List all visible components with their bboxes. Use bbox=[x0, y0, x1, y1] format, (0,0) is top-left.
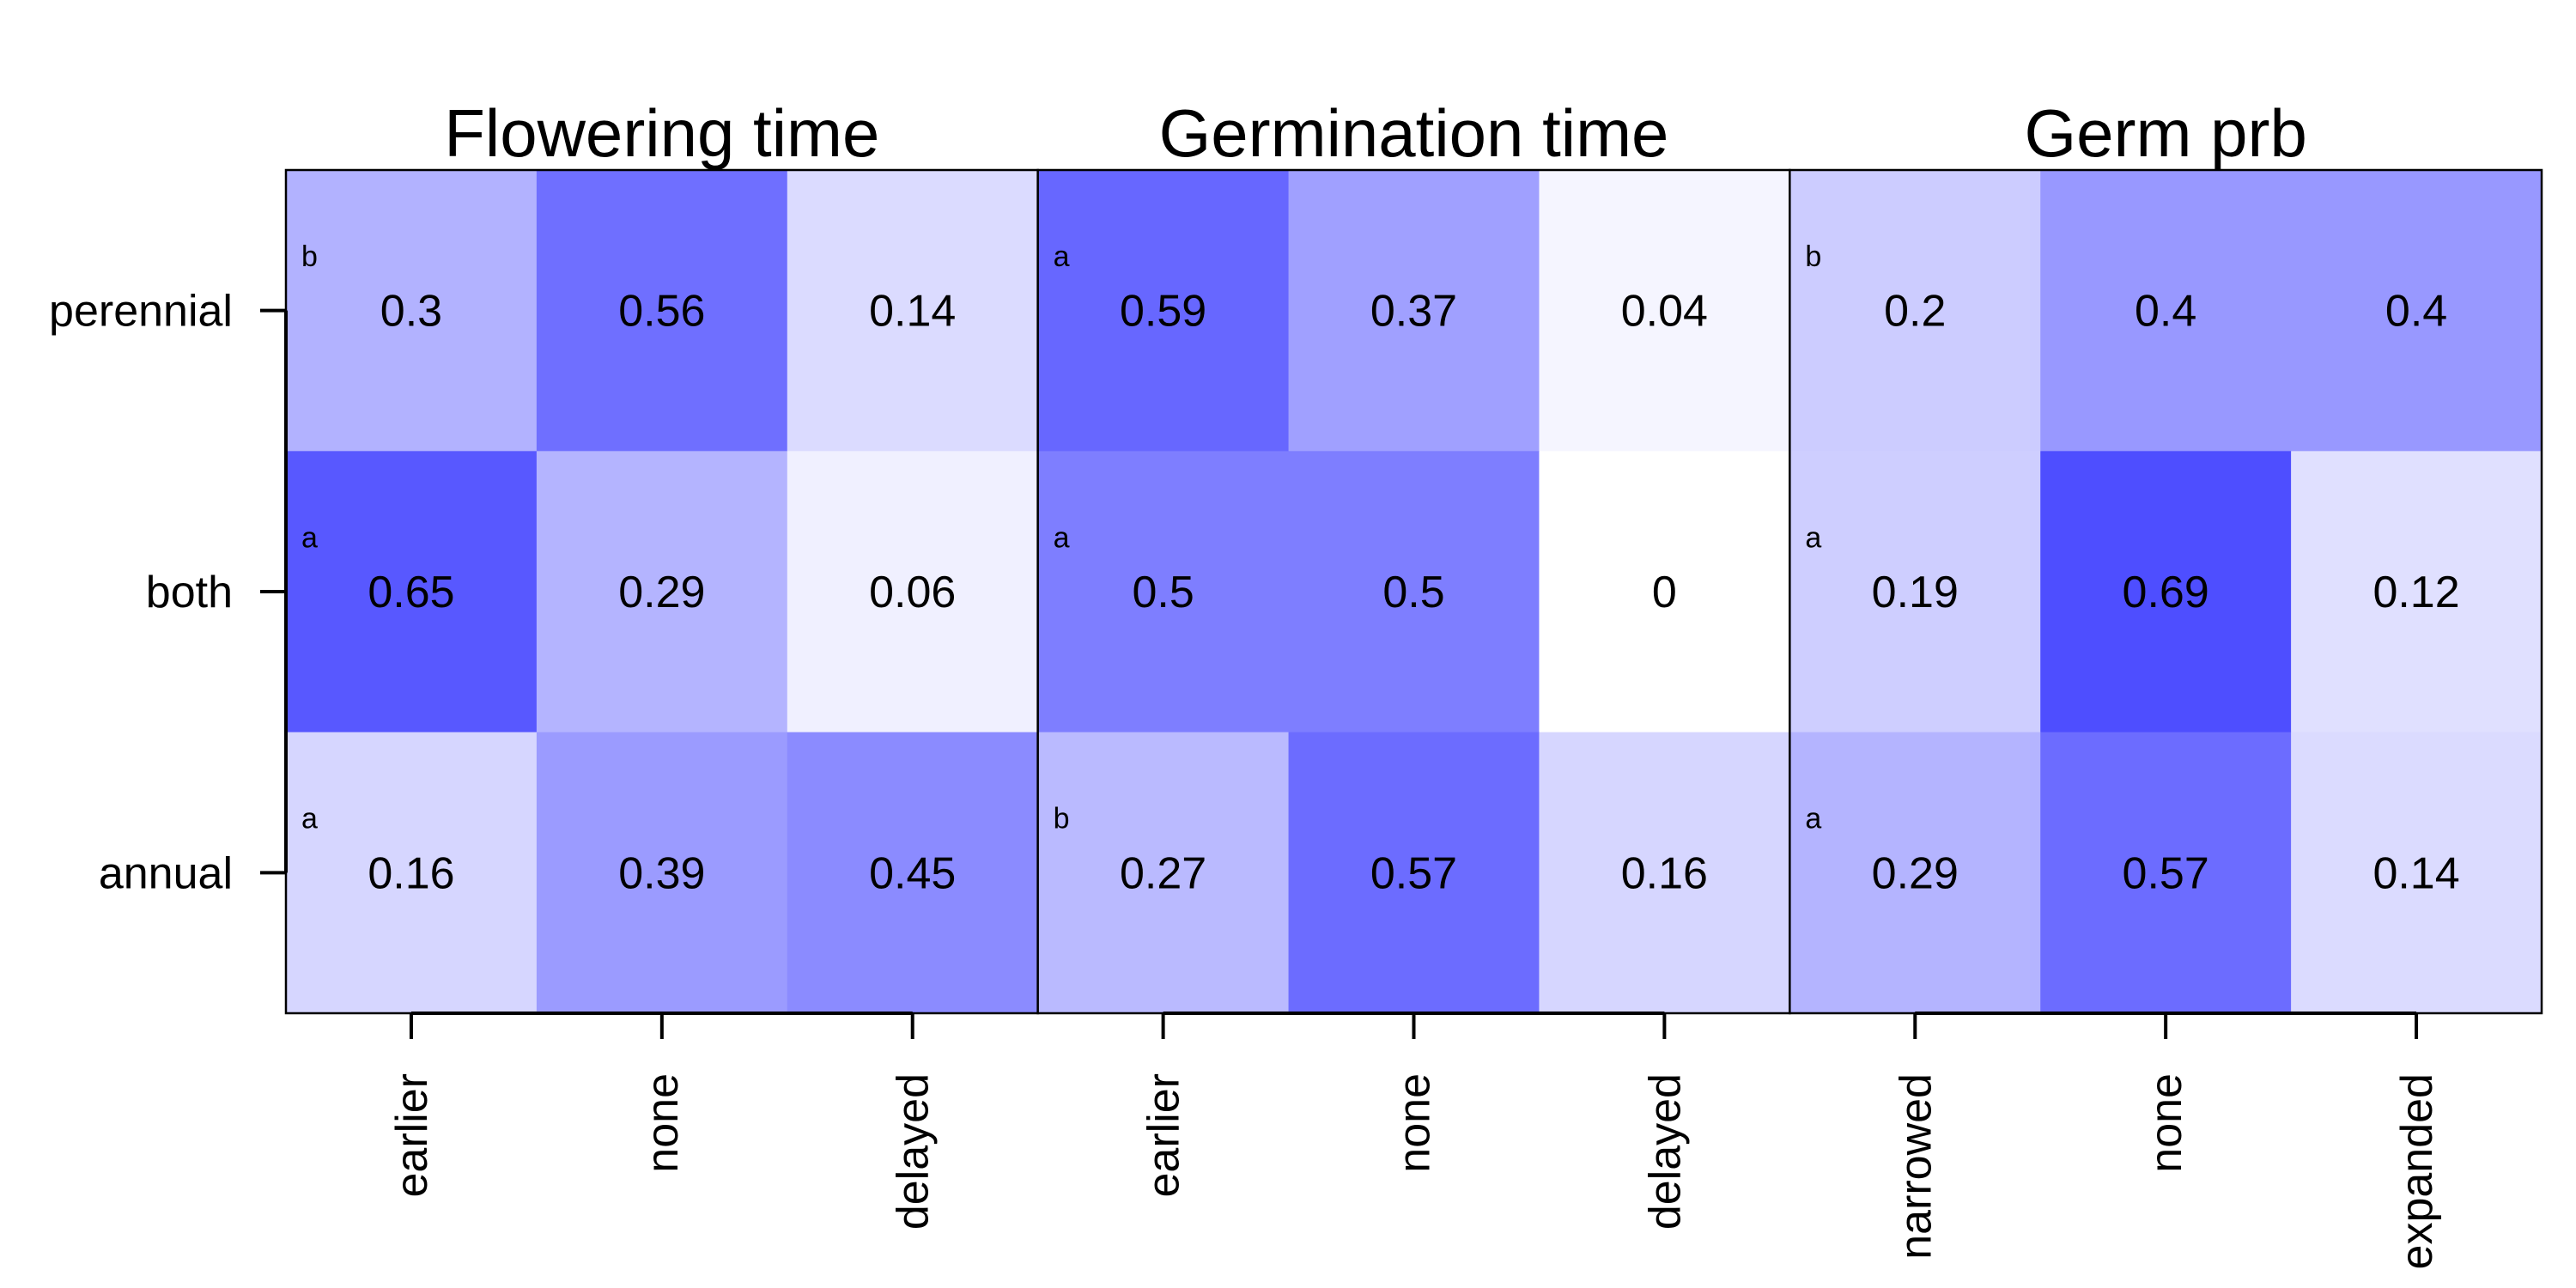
cell-value-label: 0.56 bbox=[618, 287, 705, 337]
panel-title: Germ prb bbox=[2024, 95, 2306, 171]
heatmap-cell bbox=[1288, 732, 1540, 1014]
cell-value-label: 0.14 bbox=[869, 287, 956, 337]
cell-value-label: 0.3 bbox=[380, 287, 442, 337]
cell-value-label: 0.59 bbox=[1120, 287, 1206, 337]
x-tick-label: earlier bbox=[387, 1073, 437, 1198]
x-tick-label: none bbox=[1390, 1073, 1440, 1173]
heatmap-cell bbox=[787, 451, 1039, 733]
heatmap-cell bbox=[787, 732, 1039, 1014]
cell-value-label: 0.06 bbox=[869, 568, 956, 617]
significance-letter: b bbox=[301, 240, 318, 273]
heatmap-cell bbox=[286, 451, 538, 733]
heatmap-cell bbox=[2040, 732, 2292, 1014]
cell-value-label: 0.19 bbox=[1872, 568, 1959, 617]
heatmap-cell bbox=[1037, 451, 1290, 733]
cell-value-label: 0.29 bbox=[618, 568, 705, 617]
significance-letter: a bbox=[1805, 521, 1821, 554]
significance-letter: a bbox=[1054, 521, 1070, 554]
cell-value-label: 0.65 bbox=[368, 568, 454, 617]
x-tick-label: narrowed bbox=[1891, 1073, 1941, 1260]
heatmap-cell bbox=[1037, 732, 1290, 1014]
cell-value-label: 0.16 bbox=[1621, 848, 1708, 898]
heatmap-cell bbox=[787, 170, 1039, 452]
cell-value-label: 0.4 bbox=[2385, 287, 2447, 337]
significance-letter: a bbox=[1054, 240, 1070, 273]
significance-letter: b bbox=[1805, 240, 1821, 273]
x-tick-label: earlier bbox=[1139, 1073, 1189, 1198]
cell-value-label: 0.14 bbox=[2372, 848, 2459, 898]
y-tick-label: annual bbox=[99, 848, 233, 898]
heatmap-cell bbox=[2291, 451, 2543, 733]
panel-title: Flowering time bbox=[444, 95, 879, 171]
cell-value-label: 0.57 bbox=[2123, 848, 2209, 898]
heatmap-cell bbox=[1288, 170, 1540, 452]
heatmap-cell bbox=[1789, 451, 2041, 733]
significance-letter: a bbox=[1805, 803, 1821, 835]
y-tick-label: both bbox=[146, 568, 233, 617]
cell-value-label: 0.04 bbox=[1621, 287, 1708, 337]
heatmap-cell bbox=[2291, 170, 2543, 452]
heatmap-cell bbox=[2291, 732, 2543, 1014]
cell-value-label: 0.12 bbox=[2372, 568, 2459, 617]
cell-value-label: 0.27 bbox=[1120, 848, 1206, 898]
heatmap-cell bbox=[1789, 732, 2041, 1014]
cell-value-label: 0.5 bbox=[1132, 568, 1194, 617]
cell-value-label: 0.5 bbox=[1382, 568, 1444, 617]
heatmap-cell bbox=[1288, 451, 1540, 733]
x-tick-label: none bbox=[2142, 1073, 2191, 1173]
heatmap-cell bbox=[1037, 170, 1290, 452]
heatmap-cell bbox=[1539, 732, 1790, 1014]
cell-value-label: 0.4 bbox=[2135, 287, 2196, 337]
x-tick-label: delayed bbox=[889, 1073, 939, 1230]
heatmap-cell bbox=[536, 451, 788, 733]
cell-value-label: 0 bbox=[1652, 568, 1677, 617]
cell-value-label: 0.45 bbox=[869, 848, 956, 898]
significance-letter: b bbox=[1054, 803, 1070, 835]
x-tick-label: delayed bbox=[1640, 1073, 1690, 1230]
y-tick-label: perennial bbox=[49, 287, 233, 337]
heatmap-cell bbox=[1789, 170, 2041, 452]
significance-letter: a bbox=[301, 521, 318, 554]
heatmap-cell bbox=[2040, 170, 2292, 452]
heatmap-cell bbox=[536, 170, 788, 452]
heatmap-cell bbox=[536, 732, 788, 1014]
heatmap-cell bbox=[1539, 170, 1790, 452]
cell-value-label: 0.37 bbox=[1370, 287, 1457, 337]
cell-value-label: 0.16 bbox=[368, 848, 454, 898]
cell-value-label: 0.69 bbox=[2123, 568, 2209, 617]
significance-letter: a bbox=[301, 803, 318, 835]
panel-title: Germination time bbox=[1159, 95, 1669, 171]
cell-value-label: 0.29 bbox=[1872, 848, 1959, 898]
cell-value-label: 0.57 bbox=[1370, 848, 1457, 898]
heatmap-cell bbox=[2040, 451, 2292, 733]
cell-value-label: 0.2 bbox=[1884, 287, 1946, 337]
heatmap-cell bbox=[286, 170, 538, 452]
heatmap-cell bbox=[286, 732, 538, 1014]
x-tick-label: none bbox=[638, 1073, 688, 1173]
heatmap-cell bbox=[1539, 451, 1790, 733]
x-tick-label: expanded bbox=[2392, 1073, 2442, 1269]
cell-value-label: 0.39 bbox=[618, 848, 705, 898]
